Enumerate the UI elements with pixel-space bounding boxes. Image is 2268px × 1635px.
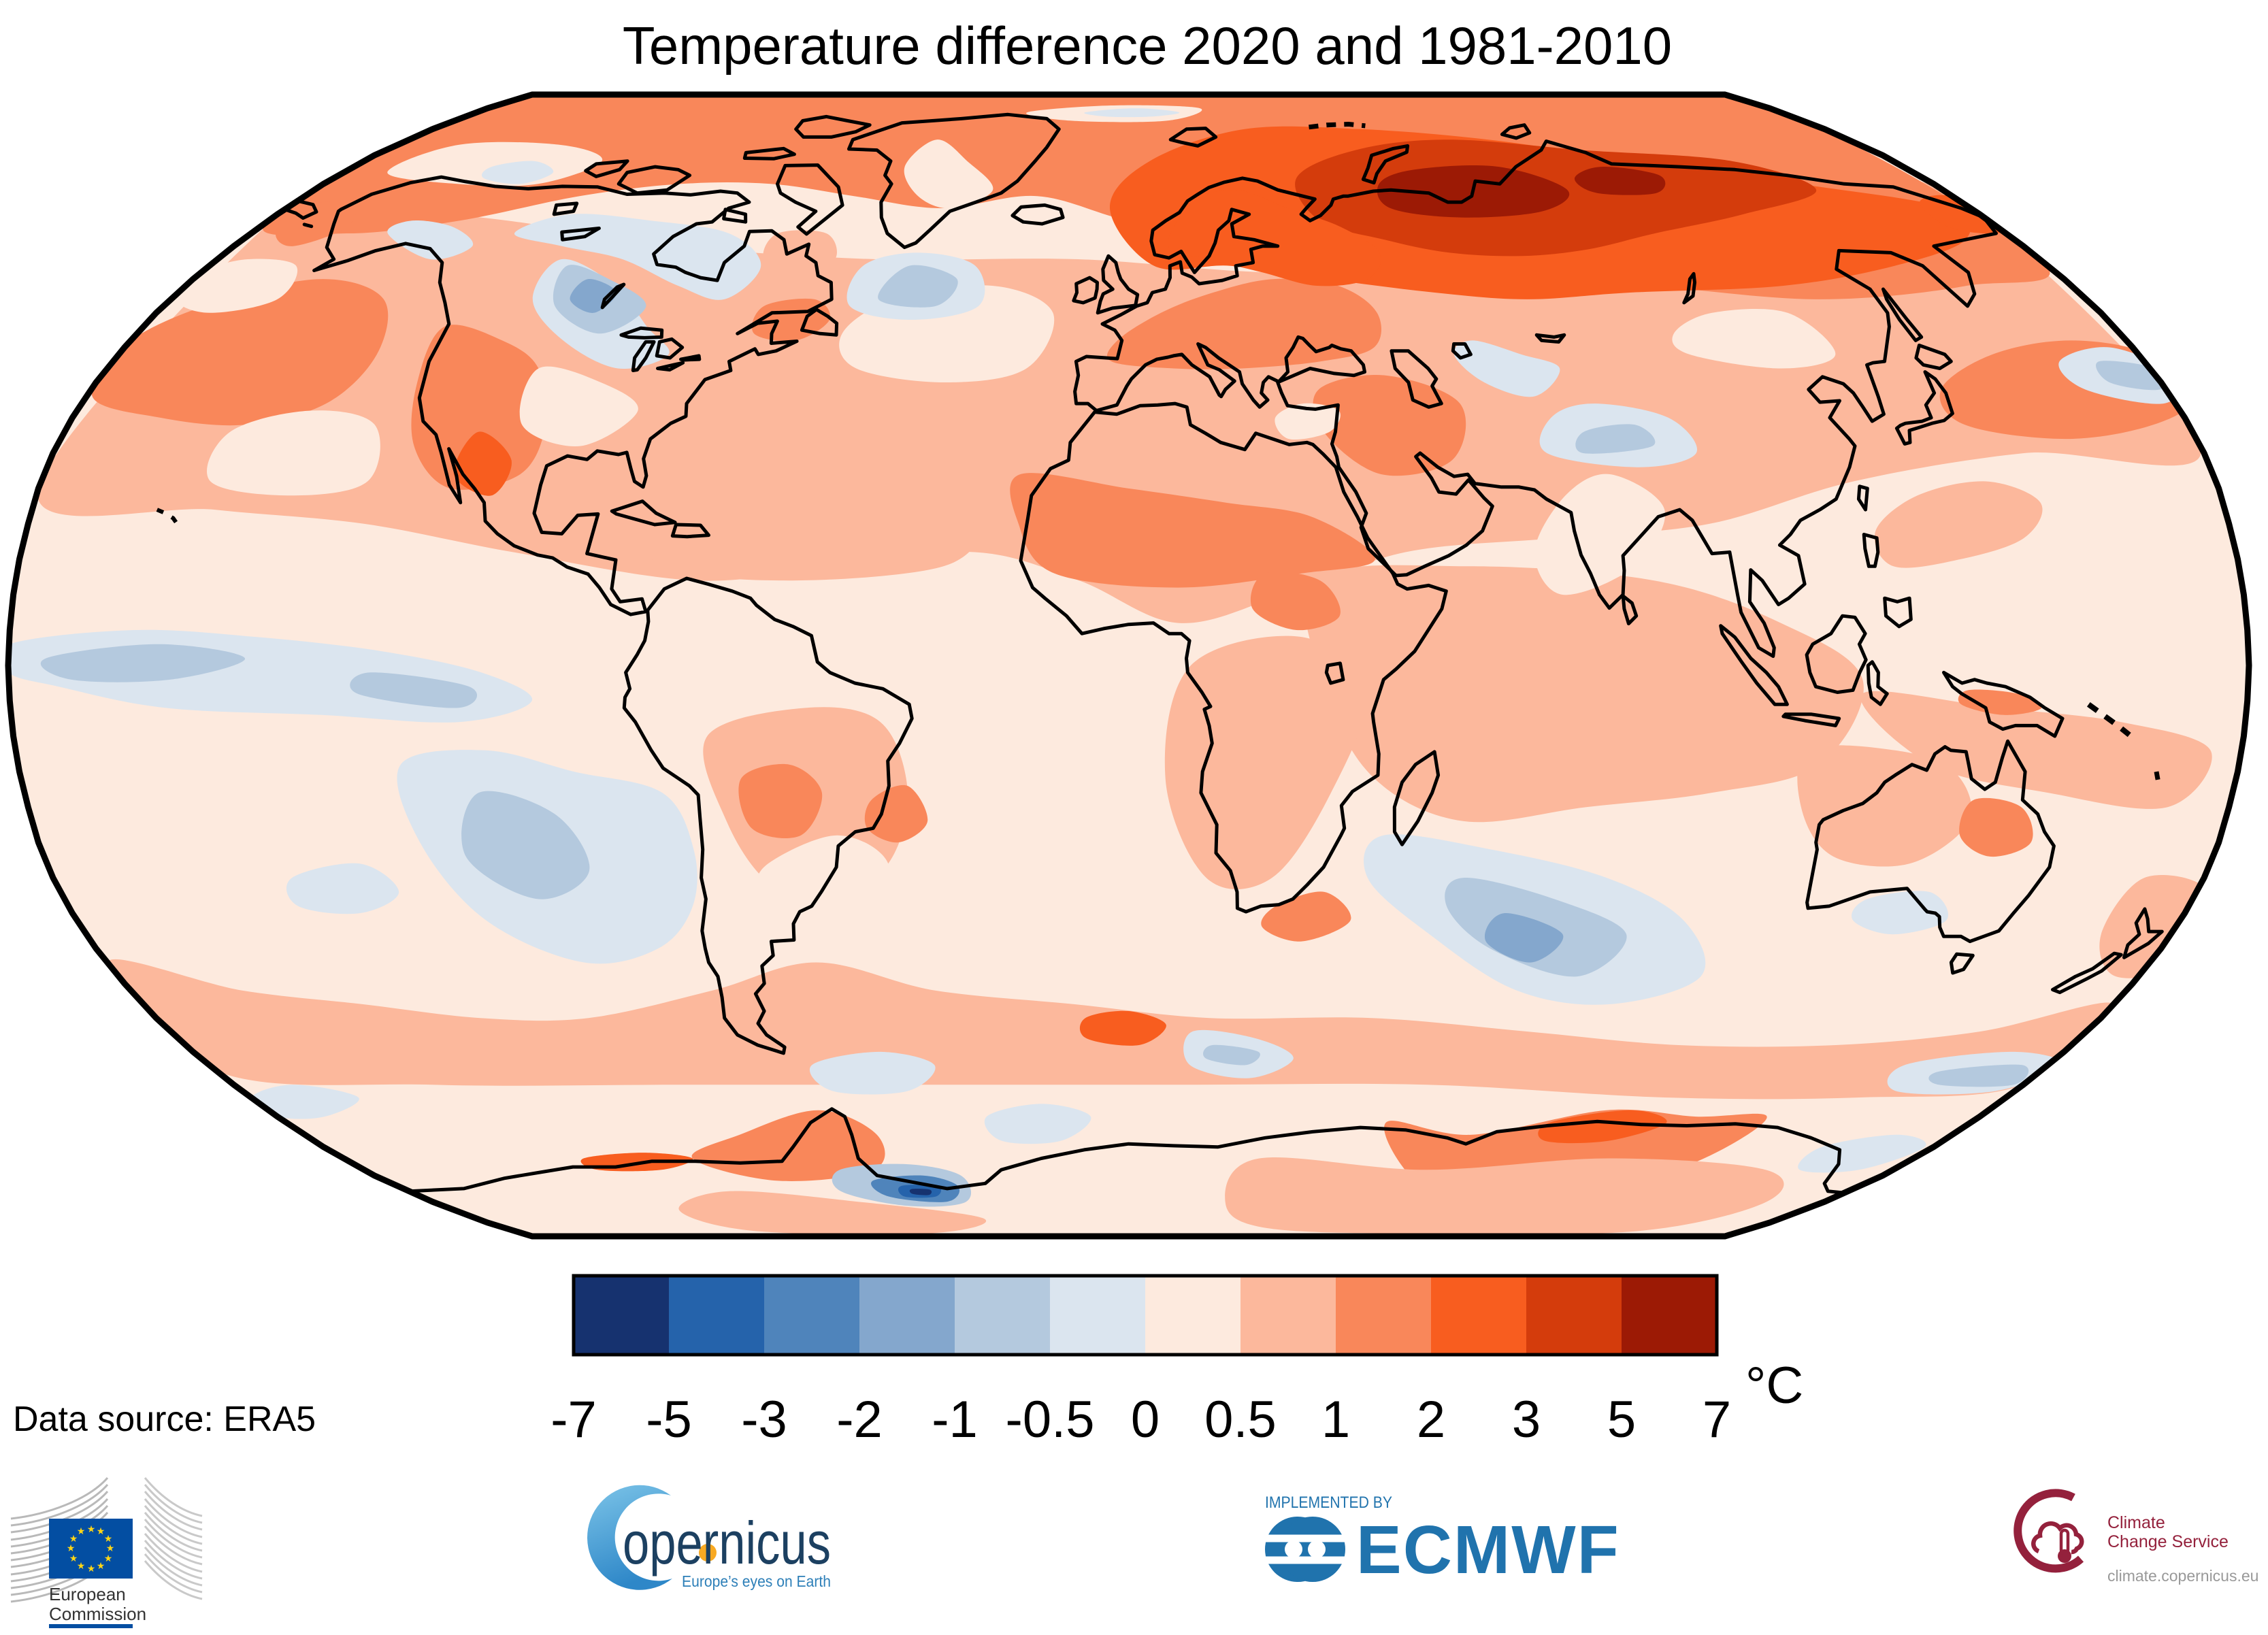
svg-text:-1: -1 <box>932 1391 978 1449</box>
svg-text:°C: °C <box>1745 1357 1803 1415</box>
svg-text:★: ★ <box>87 1563 96 1574</box>
svg-text:★: ★ <box>77 1560 86 1571</box>
svg-text:-5: -5 <box>646 1391 692 1449</box>
svg-text:Change Service: Change Service <box>2107 1532 2229 1551</box>
svg-text:Europe’s eyes on Earth: Europe’s eyes on Earth <box>682 1572 831 1590</box>
svg-text:★: ★ <box>69 1553 78 1564</box>
svg-text:Temperature difference 2020 an: Temperature difference 2020 and 1981-201… <box>623 16 1672 76</box>
svg-text:★: ★ <box>97 1525 105 1536</box>
svg-text:climate.copernicus.eu: climate.copernicus.eu <box>2107 1567 2258 1585</box>
svg-text:5: 5 <box>1607 1391 1636 1449</box>
svg-text:★: ★ <box>104 1533 113 1544</box>
svg-text:ECMWF: ECMWF <box>1356 1512 1620 1588</box>
svg-text:Commission: Commission <box>49 1604 146 1624</box>
svg-text:Climate: Climate <box>2107 1513 2165 1532</box>
svg-text:-2: -2 <box>836 1391 883 1449</box>
svg-text:7: 7 <box>1703 1391 1731 1449</box>
svg-text:★: ★ <box>67 1542 76 1553</box>
svg-text:0.5: 0.5 <box>1204 1391 1277 1449</box>
svg-text:3: 3 <box>1512 1391 1541 1449</box>
svg-text:★: ★ <box>87 1523 96 1534</box>
svg-text:★: ★ <box>69 1533 78 1544</box>
svg-text:0: 0 <box>1131 1391 1160 1449</box>
svg-text:★: ★ <box>97 1560 105 1571</box>
svg-text:Data source: ERA5: Data source: ERA5 <box>13 1400 316 1439</box>
svg-text:-0.5: -0.5 <box>1006 1391 1095 1449</box>
svg-text:opernicus: opernicus <box>623 1509 831 1576</box>
svg-text:★: ★ <box>104 1553 113 1564</box>
svg-text:European: European <box>49 1584 126 1604</box>
svg-text:★: ★ <box>77 1525 86 1536</box>
svg-text:1: 1 <box>1321 1391 1350 1449</box>
svg-text:2: 2 <box>1417 1391 1445 1449</box>
svg-text:-3: -3 <box>741 1391 787 1449</box>
svg-text:★: ★ <box>106 1542 115 1553</box>
svg-text:-7: -7 <box>550 1391 597 1449</box>
svg-text:IMPLEMENTED BY: IMPLEMENTED BY <box>1265 1493 1392 1512</box>
